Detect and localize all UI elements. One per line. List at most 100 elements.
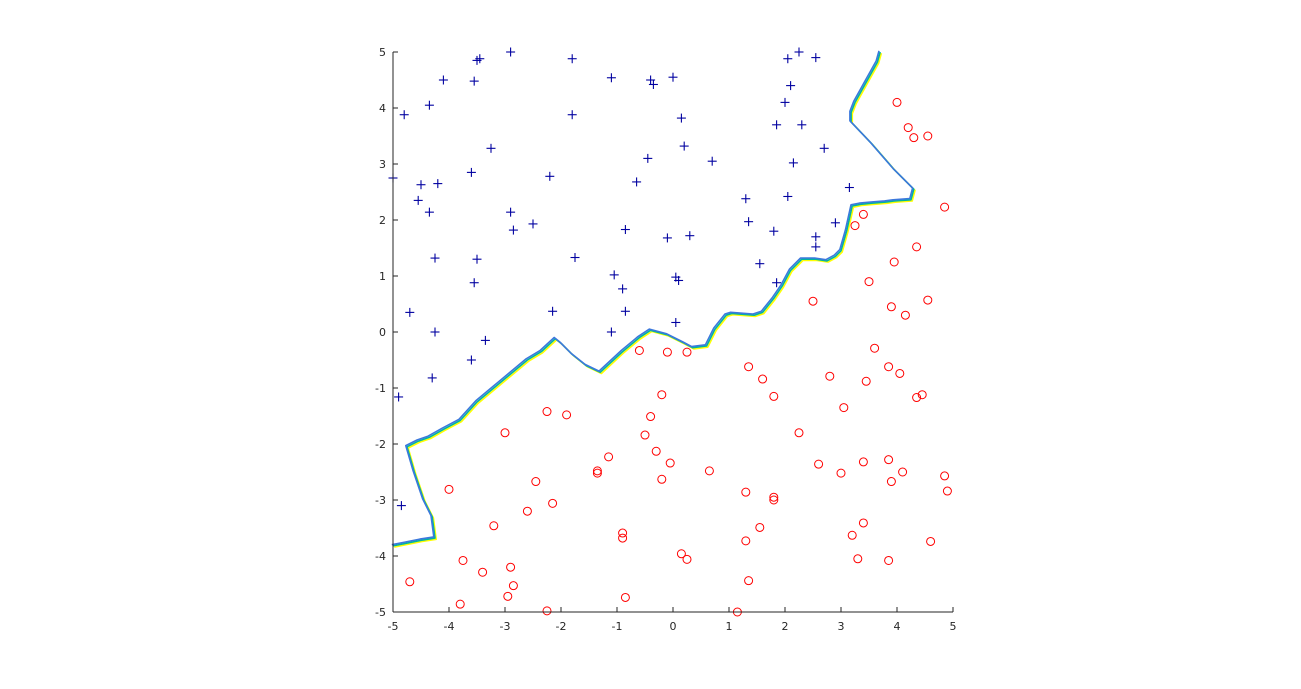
circle-point [562,410,572,420]
x-tick-label: 1 [726,620,733,633]
data-points [388,47,952,617]
plus-point [416,180,426,190]
plus-point [788,158,798,168]
circle-point [850,221,860,231]
y-tick-label: -4 [375,550,386,563]
plus-point [469,278,479,288]
circle-point [861,376,871,386]
circle-point [858,518,868,528]
circle-point [676,549,686,559]
plus-point [466,355,476,365]
circle-point [455,599,465,609]
circle-point [651,446,661,456]
plus-point [780,97,790,107]
plus-point [679,141,689,151]
circle-point [917,390,927,400]
plus-point [741,194,751,204]
y-tick-label: -3 [375,494,386,507]
x-tick-label: 3 [838,620,845,633]
x-tick-label: -5 [388,620,399,633]
plus-point [755,259,765,269]
circle-point [900,310,910,320]
x-ticks: -5 -4 -3 -2 -1 0 1 2 3 4 5 [388,607,957,633]
plus-point [480,335,490,345]
circle-point [847,530,857,540]
circle-point [744,362,754,372]
y-tick-label: 1 [379,270,386,283]
circle-point [620,592,630,602]
plus-point [632,177,642,187]
y-tick-label: 2 [379,214,386,227]
circle-point [444,484,454,494]
x-tick-label: -4 [444,620,455,633]
circle-point [769,492,779,502]
plus-point [466,167,476,177]
plus-point [811,53,821,63]
x-tick-label: 2 [782,620,789,633]
circle-point [825,371,835,381]
plus-point [405,307,415,317]
circle-point [926,536,936,546]
circle-point [618,528,628,538]
plus-point [506,207,516,217]
plus-point [548,306,558,316]
plus-point [671,317,681,327]
circle-point [758,374,768,384]
plus-point [685,231,695,241]
x-tick-label: -1 [612,620,623,633]
x-tick-label: -2 [556,620,567,633]
circle-point [769,495,779,505]
circle-point [665,458,675,468]
plus-point [744,217,754,227]
plus-point [570,253,580,263]
plus-point [794,47,804,57]
plus-point [413,195,423,205]
plus-point [648,79,658,89]
circle-point [522,506,532,516]
circle-point [489,521,499,531]
circle-point [542,407,552,417]
circle-point [794,428,804,438]
circle-point [506,562,516,572]
plus-point [528,219,538,229]
x-tick-label: -3 [500,620,511,633]
circle-point [704,466,714,476]
circle-point [858,209,868,219]
plus-point [508,225,518,235]
circle-point [839,403,849,413]
circle-point [682,554,692,564]
circle-point [903,123,913,133]
circle-point [657,474,667,484]
plus-point [643,153,653,163]
plus-point [606,327,616,337]
circle-point [604,452,614,462]
circle-point [508,581,518,591]
plus-point [620,225,630,235]
plus-point [472,254,482,264]
circle-point [808,296,818,306]
circle-point [755,522,765,532]
plus-point [427,373,437,383]
circle-point [682,347,692,357]
plus-point [396,501,406,511]
circle-point [895,368,905,378]
circle-point [886,477,896,487]
plus-point [430,327,440,337]
circle-point [889,257,899,267]
circle-point [836,468,846,478]
circle-point [500,428,510,438]
plus-point [430,253,440,263]
circle-point [618,533,628,543]
plus-point [797,120,807,130]
circle-point [892,97,902,107]
plus-point [830,218,840,228]
plus-point [674,275,684,285]
circle-point [884,362,894,372]
plus-point [618,284,628,294]
circle-point [592,468,602,478]
circle-point [870,343,880,353]
circle-point [662,347,672,357]
plus-point [438,75,448,85]
circle-point [912,393,922,403]
